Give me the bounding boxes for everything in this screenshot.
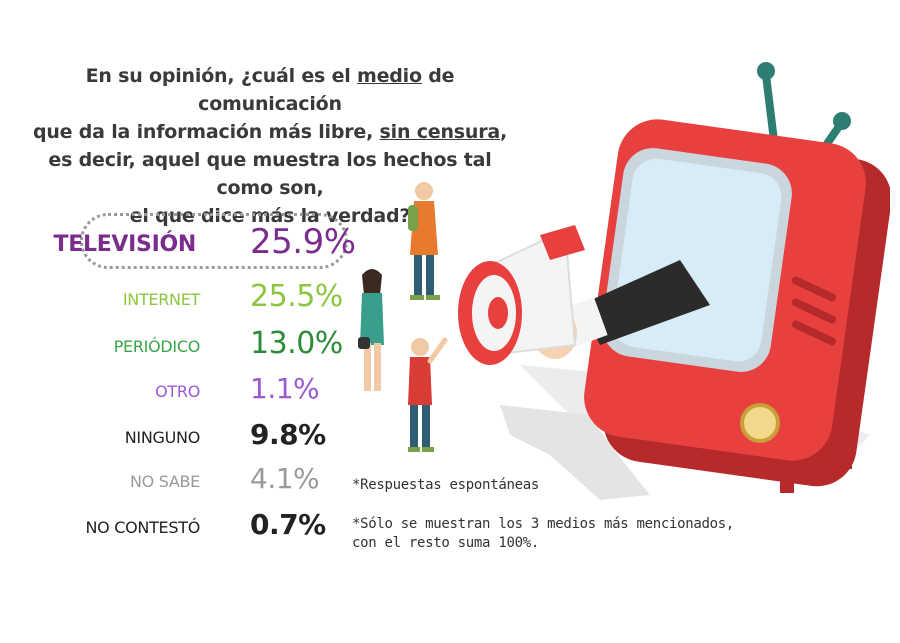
tv-megaphone-illustration (358, 62, 890, 500)
tv-knob (740, 403, 780, 443)
row-label-no-contesto: NO CONTESTÓ (85, 518, 201, 537)
question-line-2: que da la información más libre, sin cen… (32, 121, 508, 143)
person-top (408, 182, 440, 300)
row-value-otro: 1.1% (250, 372, 320, 405)
row-label-periodico: PERIÓDICO (113, 337, 201, 356)
row-value-periodico: 13.0% (250, 326, 343, 361)
survey-question: En su opinión, ¿cuál es el medio de comu… (20, 62, 520, 230)
row-value-internet: 25.5% (250, 279, 343, 314)
note-spontaneous: *Respuestas espontáneas (352, 477, 539, 493)
row-value-no-sabe: 4.1% (250, 462, 320, 495)
row-label-ninguno: NINGUNO (124, 428, 201, 447)
row-label-otro: OTRO (155, 382, 200, 401)
row-value-television: 25.9% (250, 222, 356, 262)
tv-leg-left (780, 467, 794, 493)
tv-screen (612, 158, 782, 362)
note-top-three-line-1: *Sólo se muestran los 3 medios más menci… (352, 516, 735, 532)
question-line-3: es decir, aquel que muestra los hechos t… (48, 149, 492, 199)
note-top-three-line-2: con el resto suma 100%. (352, 535, 539, 551)
row-label-television: TELEVISIÓN (53, 232, 197, 257)
highlight-dotted-box (80, 213, 348, 269)
row-value-no-contesto: 0.7% (250, 508, 326, 541)
person-bottom (408, 337, 448, 452)
person-left (358, 269, 384, 391)
row-label-no-sabe: NO SABE (129, 472, 200, 491)
sleeve (580, 260, 710, 345)
megaphone-center (488, 297, 508, 329)
row-label-internet: INTERNET (122, 290, 200, 309)
question-line-1: En su opinión, ¿cuál es el medio de comu… (85, 65, 455, 115)
megaphone-shadow (500, 405, 650, 500)
megaphone-handle (540, 225, 585, 260)
row-value-ninguno: 9.8% (250, 418, 326, 451)
tv-leg-right (838, 445, 852, 469)
tv-speaker-grill (791, 276, 837, 346)
